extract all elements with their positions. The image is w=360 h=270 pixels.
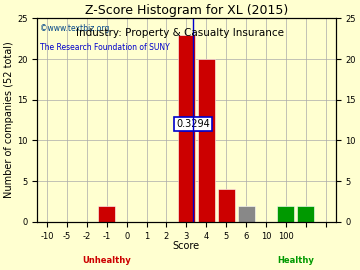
Bar: [98, 206, 115, 222]
Bar: [178, 35, 195, 222]
Text: Industry: Property & Casualty Insurance: Industry: Property & Casualty Insurance: [76, 28, 284, 38]
Text: 0.3294: 0.3294: [176, 119, 210, 129]
Text: Healthy: Healthy: [278, 256, 314, 265]
Bar: [218, 189, 235, 222]
Bar: [198, 59, 215, 222]
Title: Z-Score Histogram for XL (2015): Z-Score Histogram for XL (2015): [85, 4, 288, 17]
Bar: [238, 206, 255, 222]
Text: Unhealthy: Unhealthy: [82, 256, 131, 265]
Text: ©www.textbiz.org: ©www.textbiz.org: [40, 25, 109, 33]
X-axis label: Score: Score: [173, 241, 200, 251]
Bar: [297, 206, 314, 222]
Y-axis label: Number of companies (52 total): Number of companies (52 total): [4, 42, 14, 198]
Bar: [278, 206, 294, 222]
Text: The Research Foundation of SUNY: The Research Foundation of SUNY: [40, 43, 170, 52]
